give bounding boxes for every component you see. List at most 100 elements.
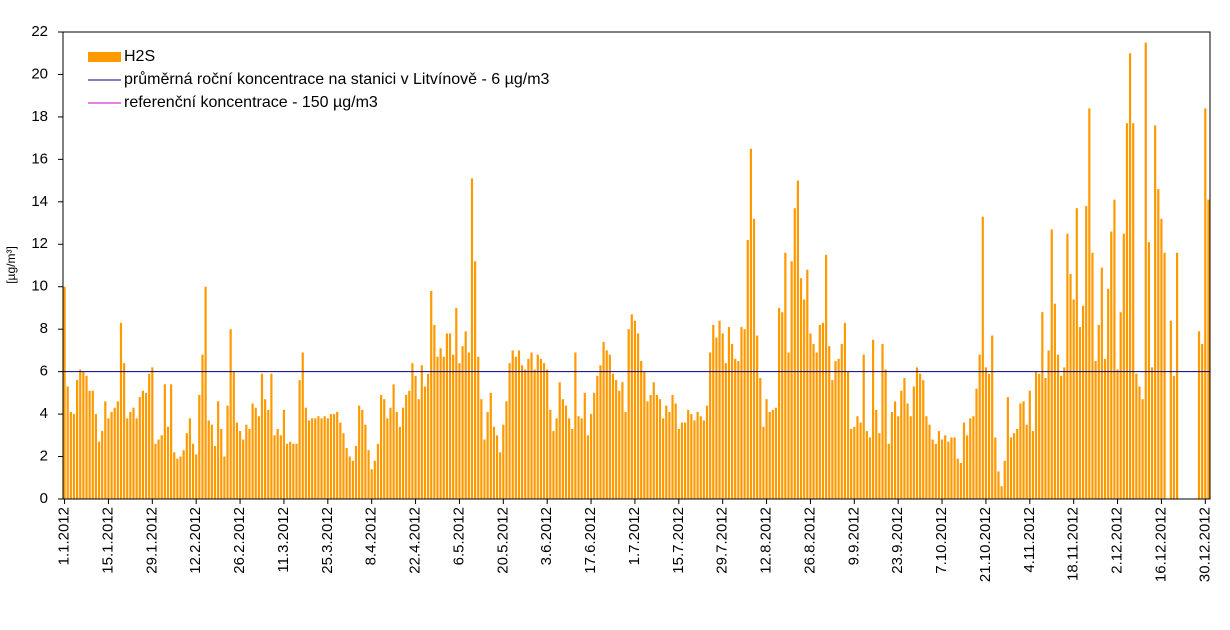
- bar: [1038, 373, 1041, 499]
- bar: [640, 361, 643, 499]
- bar: [991, 335, 994, 499]
- bar: [345, 448, 348, 499]
- bar: [787, 352, 790, 499]
- legend-label: průměrná roční koncentrace na stanici v …: [124, 70, 550, 88]
- bar: [577, 416, 580, 499]
- bar: [1175, 252, 1179, 499]
- x-tick-label: 29.1.2012: [143, 507, 160, 574]
- bar: [204, 286, 207, 499]
- bar: [1078, 327, 1082, 499]
- bar: [254, 407, 257, 499]
- y-tick-label: 22: [31, 23, 48, 40]
- bar: [273, 435, 276, 499]
- bar: [953, 437, 956, 499]
- bar: [718, 320, 721, 499]
- bar: [680, 422, 684, 499]
- bar: [627, 329, 630, 499]
- bar: [433, 324, 436, 499]
- bar: [260, 373, 264, 499]
- bar: [1091, 252, 1094, 499]
- x-tick-label: 18.11.2012: [1065, 507, 1082, 581]
- bar: [568, 418, 571, 499]
- bar: [699, 416, 702, 499]
- bar: [934, 443, 937, 499]
- bar: [906, 403, 909, 499]
- bar: [474, 261, 477, 499]
- bar: [467, 352, 470, 499]
- bar: [367, 450, 370, 499]
- bar: [1094, 361, 1097, 499]
- bar: [856, 416, 859, 499]
- bar: [1154, 125, 1157, 499]
- bar: [292, 443, 295, 499]
- bar: [113, 407, 116, 499]
- bar: [618, 390, 621, 499]
- bar: [185, 433, 188, 499]
- bar: [270, 373, 273, 499]
- bar: [646, 401, 649, 499]
- bar: [448, 333, 452, 499]
- bar: [298, 380, 301, 499]
- bar: [1050, 229, 1053, 499]
- bar: [79, 369, 82, 499]
- bar: [828, 346, 831, 499]
- bar: [232, 371, 235, 499]
- bar: [580, 418, 583, 499]
- bar: [599, 365, 602, 499]
- bar: [853, 426, 856, 499]
- bar: [1034, 371, 1038, 499]
- bar: [452, 354, 455, 499]
- bar: [489, 392, 492, 499]
- bar: [571, 428, 574, 499]
- bar: [981, 216, 984, 499]
- legend-label: referenční koncentrace - 150 µg/m3: [124, 94, 378, 111]
- bar: [304, 407, 307, 499]
- bar: [264, 399, 267, 499]
- bar: [430, 290, 433, 499]
- bar: [1160, 218, 1163, 499]
- bar: [514, 356, 517, 499]
- bar: [320, 418, 323, 499]
- bar: [937, 431, 941, 499]
- bar: [505, 401, 508, 499]
- bar: [157, 439, 160, 499]
- bar: [994, 437, 997, 499]
- bar: [88, 390, 91, 499]
- bar: [248, 428, 251, 499]
- bar: [527, 358, 530, 499]
- bar: [436, 356, 439, 499]
- bar: [163, 384, 166, 499]
- bar: [188, 418, 192, 499]
- bar: [480, 399, 483, 499]
- bar: [796, 180, 799, 499]
- bar: [1207, 199, 1210, 499]
- bar: [383, 399, 386, 499]
- bar: [984, 367, 988, 499]
- bar: [245, 424, 248, 499]
- bar: [1100, 267, 1103, 499]
- bar: [649, 394, 652, 499]
- bar: [329, 414, 333, 499]
- bar: [674, 403, 677, 499]
- bar: [279, 435, 282, 499]
- bar: [596, 375, 599, 499]
- bar: [987, 373, 991, 499]
- bar: [76, 380, 79, 499]
- bar: [909, 416, 912, 499]
- bar: [555, 418, 558, 499]
- bar: [875, 409, 878, 499]
- bar: [608, 354, 611, 499]
- bar: [759, 378, 762, 499]
- bar: [884, 369, 887, 499]
- bar: [1031, 431, 1035, 499]
- bar: [721, 333, 724, 499]
- bar: [715, 337, 718, 499]
- bar: [799, 278, 803, 499]
- bar: [1128, 53, 1132, 499]
- bar: [781, 312, 784, 499]
- plot-frame: [62, 31, 1211, 500]
- bar: [850, 428, 853, 499]
- bar: [630, 314, 633, 499]
- bar: [702, 420, 705, 499]
- bar: [633, 320, 637, 499]
